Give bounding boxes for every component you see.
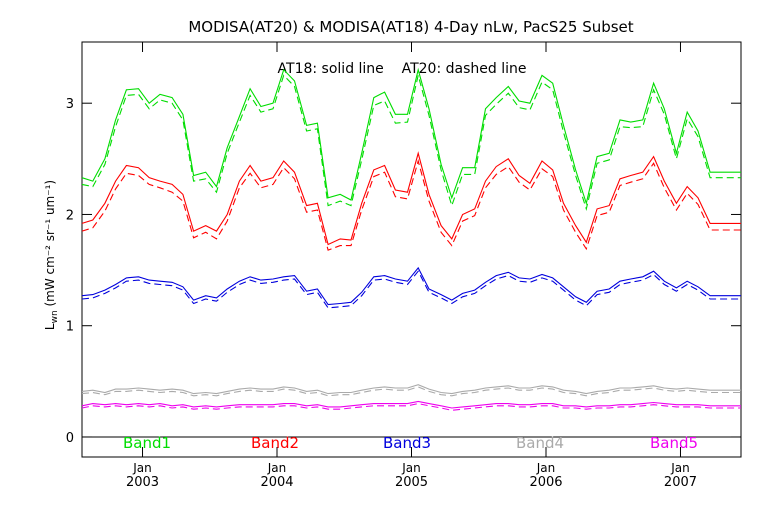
plot-area: 0123Jan2003Jan2004Jan2005Jan2006Jan2007B… bbox=[66, 41, 742, 490]
y-tick-label-1: 1 bbox=[66, 320, 74, 335]
series-line-band3-solid bbox=[81, 266, 741, 306]
series-line-band2-solid bbox=[81, 151, 741, 246]
series-line-band4-dashed bbox=[81, 386, 741, 397]
y-axis-label-units: (mW cm⁻² sr⁻¹ um⁻¹) bbox=[43, 180, 57, 310]
chart-title: MODISA(AT20) & MODISA(AT18) 4-Day nLw, P… bbox=[188, 18, 633, 36]
series-line-band1-dashed bbox=[81, 74, 741, 211]
x-tick-month-label-1: Jan bbox=[267, 461, 287, 475]
x-tick-year-label-2: 2005 bbox=[395, 475, 428, 490]
y-axis-label: Lwn (mW cm⁻² sr⁻¹ um⁻¹) bbox=[43, 180, 60, 330]
series-line-band1-solid bbox=[81, 67, 741, 206]
x-tick-year-label-3: 2006 bbox=[529, 475, 562, 490]
x-tick-month-label-2: Jan bbox=[401, 461, 421, 475]
y-axis-label-main: L bbox=[43, 323, 57, 330]
x-tick-year-label-4: 2007 bbox=[664, 475, 697, 490]
legend-label-band2: Band2 bbox=[251, 434, 299, 452]
y-tick-label-2: 2 bbox=[66, 208, 74, 223]
legend-label-band3: Band3 bbox=[383, 434, 431, 452]
legend-label-band5: Band5 bbox=[650, 434, 698, 452]
series-line-band5-solid bbox=[81, 400, 741, 409]
x-tick-month-label-3: Jan bbox=[536, 461, 556, 475]
legend-label-band4: Band4 bbox=[516, 434, 564, 452]
x-tick-year-label-0: 2003 bbox=[126, 475, 159, 490]
x-tick-year-label-1: 2004 bbox=[260, 475, 293, 490]
series-line-band2-dashed bbox=[81, 158, 741, 251]
plot-frame bbox=[81, 41, 742, 458]
y-tick-label-0: 0 bbox=[66, 431, 74, 446]
series-line-band5-dashed bbox=[81, 403, 741, 411]
svg-text:Lwn (mW cm⁻² sr⁻¹ um⁻¹): Lwn (mW cm⁻² sr⁻¹ um⁻¹) bbox=[43, 180, 60, 330]
x-tick-month-label-0: Jan bbox=[132, 461, 152, 475]
series-line-band4-solid bbox=[81, 384, 741, 395]
legend-label-band1: Band1 bbox=[123, 434, 171, 452]
y-tick-label-3: 3 bbox=[66, 97, 74, 112]
chart-annotation: AT18: solid line AT20: dashed line bbox=[278, 61, 527, 77]
x-tick-month-label-4: Jan bbox=[670, 461, 690, 475]
y-axis-label-sub: wn bbox=[50, 310, 60, 323]
